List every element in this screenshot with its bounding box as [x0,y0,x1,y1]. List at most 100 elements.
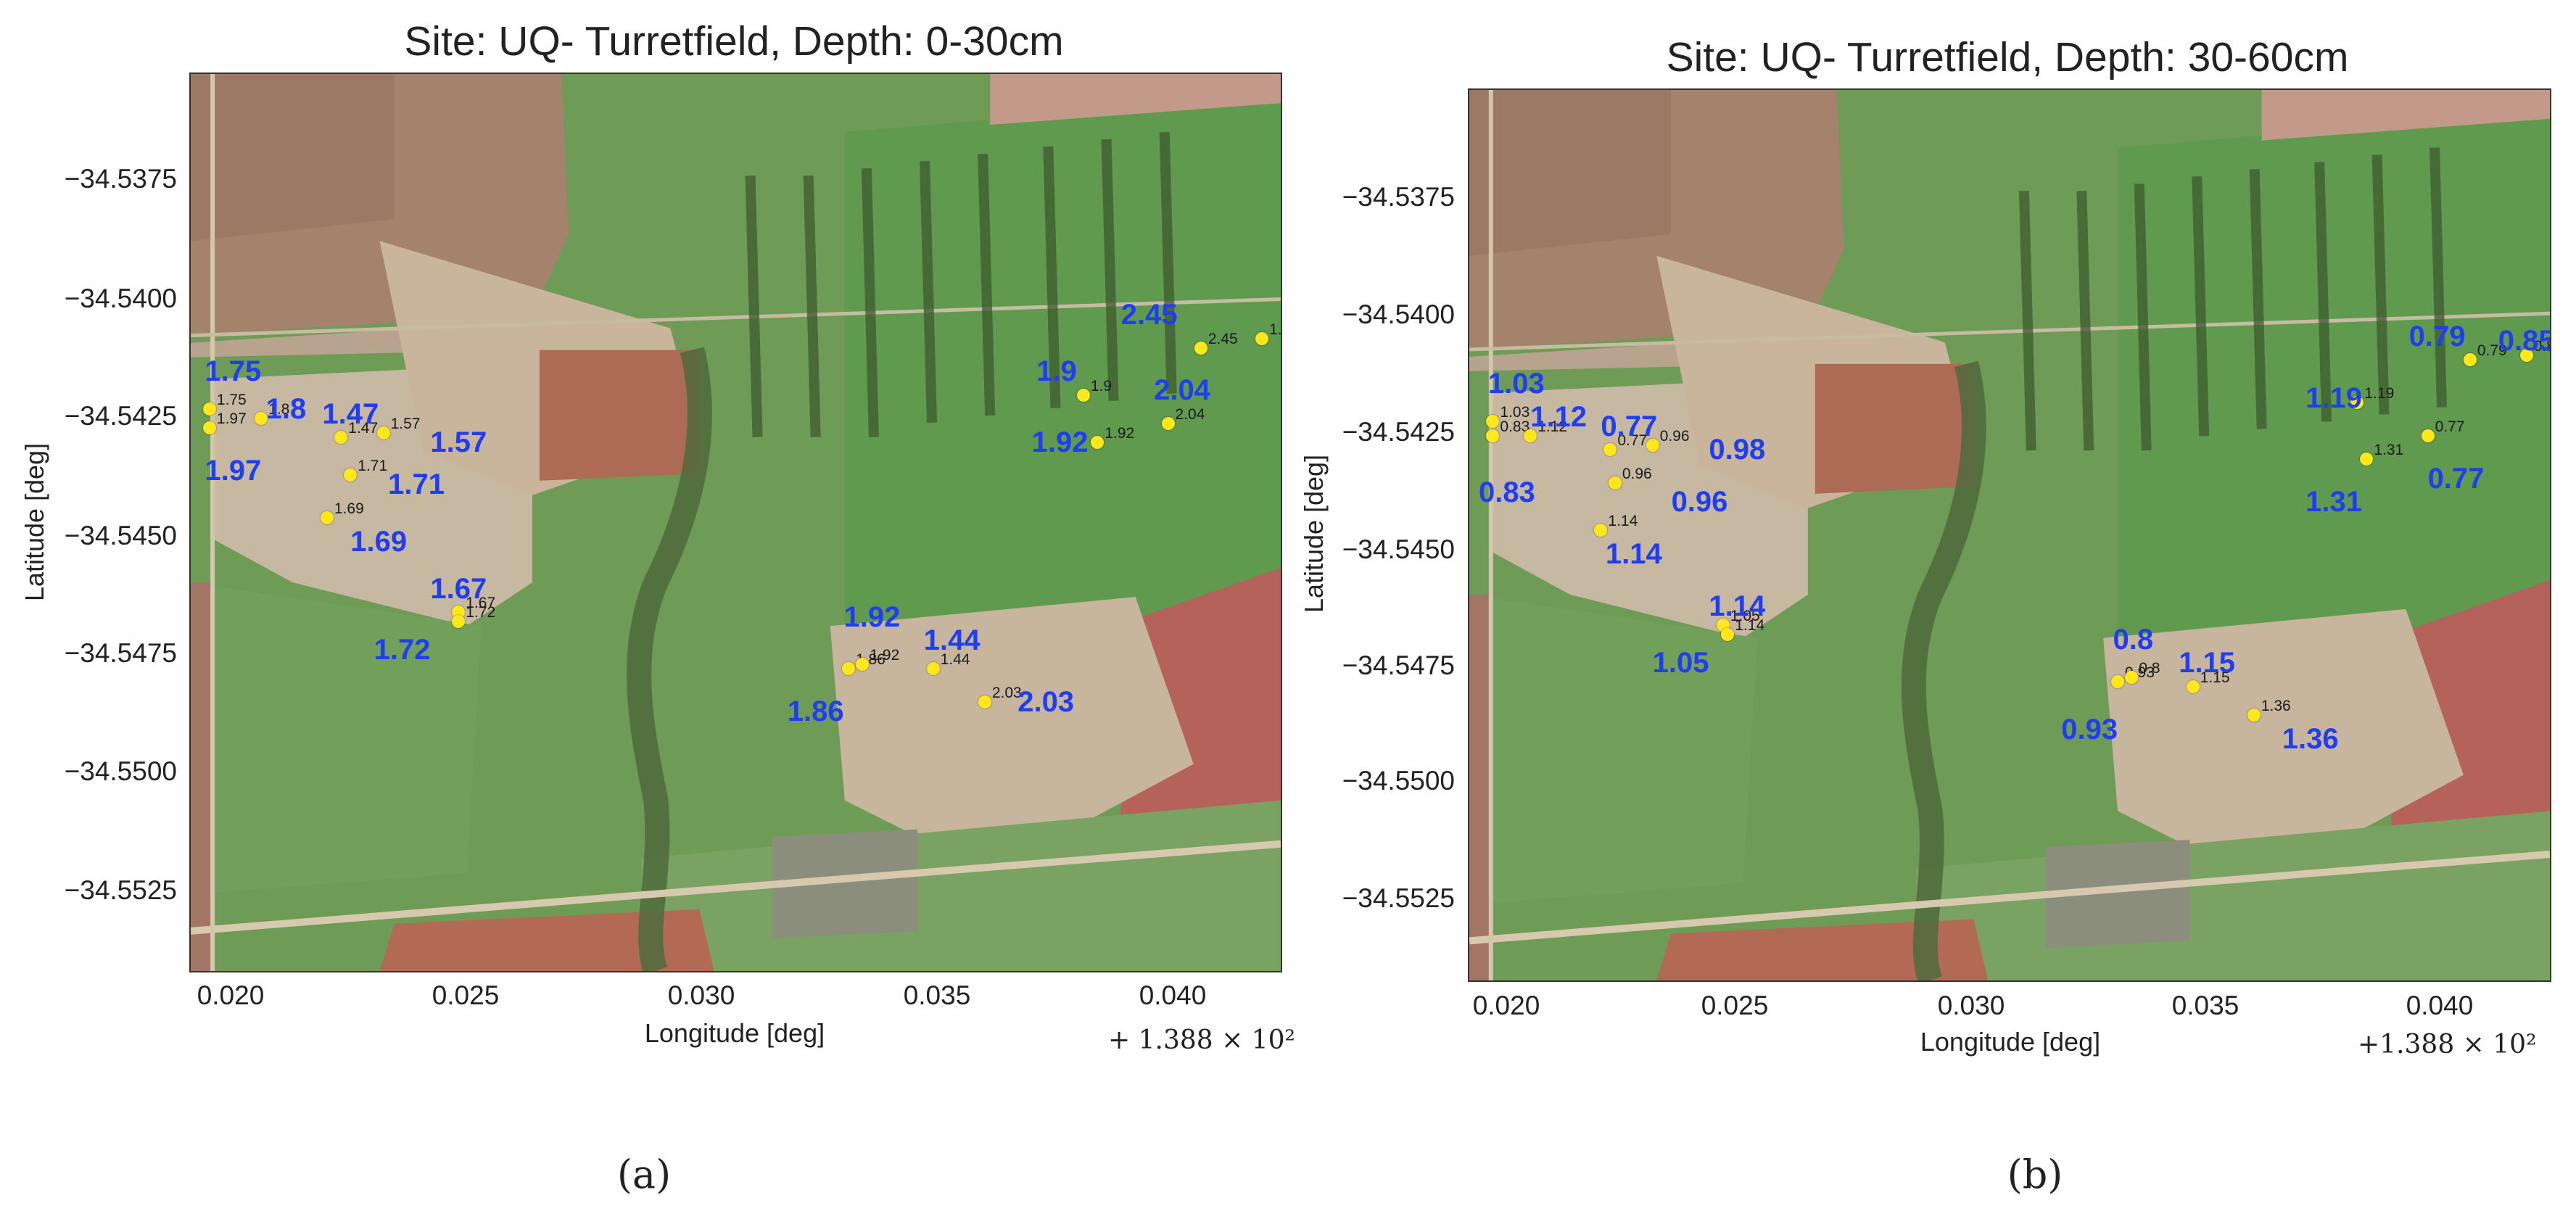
sample-point-value: 1.9 [1269,321,1282,338]
sample-point-value: 0.96 [1622,466,1652,483]
sample-point-value: 1.69 [334,500,364,517]
y-tick-label: −34.5375 [64,164,177,194]
panel-b: Site: UQ- Turretfield, Depth: 30-60cm [1288,0,2576,1227]
x-tick-label: 0.025 [1701,991,1769,1020]
sample-point-value: 0.96 [1659,427,1690,445]
sample-point-value: 1.57 [390,415,421,432]
x-axis-label: Longitude [deg] [1920,1027,2101,1057]
bulk-density-label: 0.77 [1601,410,1658,442]
x-tick-label: 0.035 [903,980,971,1010]
sample-point-marker [320,511,334,524]
sample-point-marker [1603,443,1617,457]
bulk-density-label: 2.04 [1154,374,1210,407]
y-tick-label: −34.5450 [64,521,177,550]
sample-point-value: 1.14 [1735,617,1765,635]
bulk-density-label: 0.85 [2498,325,2551,358]
sample-point-value: 1.31 [2374,442,2404,459]
y-tick-label: −34.5375 [1342,182,1455,212]
sample-point-marker [2186,680,2200,694]
sample-point-marker [1486,415,1500,429]
bulk-density-label: 1.05 [1652,647,1709,679]
sample-point-value: 1.71 [358,458,388,475]
panel-title: Site: UQ- Turretfield, Depth: 30-60cm [1666,34,2349,80]
sample-point-marker [1608,476,1622,490]
bulk-density-label: 1.14 [1605,538,1662,571]
sample-point-marker [1594,524,1608,537]
bulk-density-label: 0.83 [1478,476,1535,509]
bulk-density-label: 1.75 [205,355,262,388]
bulk-density-label: 1.86 [787,695,844,727]
bulk-density-label: 1.31 [2305,486,2362,519]
sample-point-value: 1.92 [1105,424,1135,442]
sample-point-marker [1161,416,1175,430]
sample-point-marker [1194,341,1208,355]
x-tick-label: 0.035 [2171,991,2239,1020]
satellite-image [1469,90,2550,980]
bulk-density-label: 0.79 [2408,320,2466,352]
sample-point-value: 1.14 [1608,513,1638,530]
bulk-density-label: 1.12 [1530,400,1588,433]
sample-point-value: 2.45 [1208,330,1238,347]
panel-caption: (a) [616,1152,672,1197]
bulk-density-label: 1.44 [923,624,981,657]
bulk-density-label: 1.47 [322,397,379,430]
bulk-density-label: 1.72 [373,634,431,666]
sample-point-value: 2.04 [1175,405,1205,423]
sample-point-marker [841,662,855,676]
sample-point-marker [1646,438,1659,452]
sample-point-value: 1.72 [466,604,496,621]
sample-point-value: 1.05 [1730,608,1760,625]
y-tick-label: −34.5475 [1342,650,1455,680]
sample-point-marker [2463,353,2477,367]
bulk-density-label: 2.03 [1017,685,1075,718]
bulk-density-label: 1.57 [430,426,487,458]
y-tick-label: −34.5400 [64,284,177,313]
sample-point-marker [2111,675,2124,689]
x-tick-label: 0.020 [1472,991,1540,1020]
panel-a: Site: UQ- Turretfield, Depth: 0-30cm [20,18,1295,1197]
satellite-map: 1.75 1.97 1.8 1.47 1.71 1.57 1.69 1.67 1.72 1.86 1… [189,73,1282,972]
y-tick-label: −34.5425 [64,401,177,431]
satellite-map: 1.03 0.83 1.12 0.77 0.96 0.96 1.14 1.05 1.14 0.93… [1468,88,2551,982]
bulk-density-label: 1.36 [2282,722,2339,755]
sample-point-value: 1.8 [268,401,290,418]
sample-point-value: 2.03 [991,684,1022,701]
panel-title: Site: UQ- Turretfield, Depth: 0-30cm [404,18,1064,65]
bulk-density-label: 1.14 [1709,590,1766,622]
bulk-density-label: 1.8 [265,393,307,426]
sample-point-marker [2247,708,2261,722]
sample-point-value: 0.83 [1500,418,1530,435]
x-axis-offset: + 1.388 × 10² [1108,1025,1295,1055]
bulk-density-label: 0.98 [1709,434,1766,466]
sample-point-value: 1.97 [216,410,247,428]
bulk-density-label: 0.8 [2113,623,2154,656]
sample-point-marker [255,412,268,426]
sample-point-marker [1255,331,1269,345]
bulk-density-label: 1.69 [350,525,408,558]
y-tick-label: −34.5425 [1342,417,1455,447]
bulk-density-label: 1.19 [2305,381,2362,414]
sample-point-marker [2519,348,2533,362]
sample-point-value: 0.77 [2435,418,2465,435]
sample-point-marker [452,615,466,629]
x-axis-offset: +1.388 × 10² [2358,1030,2537,1059]
bulk-density-label: 1.71 [388,468,445,501]
sample-point-marker [2125,670,2139,684]
x-axis-label: Longitude [deg] [644,1018,825,1048]
y-tick-label: −34.5525 [1342,883,1455,913]
sample-point-marker [1524,429,1537,442]
sample-point-marker [1076,388,1090,402]
y-tick-label: −34.5500 [64,756,177,786]
sample-point-value: 1.12 [1537,418,1568,435]
bulk-density-label: 1.92 [843,600,901,633]
sample-point-value: 1.92 [870,646,900,664]
sample-point-marker [202,402,216,416]
sample-point-marker [1721,628,1735,642]
sample-point-marker [926,662,940,676]
bulk-density-label: 0.93 [2061,713,2118,745]
y-axis-label: Latitude [deg] [20,442,49,602]
sample-point-value: 0.77 [1617,432,1648,450]
sample-point-value: 1.19 [2364,385,2395,402]
sample-point-marker [334,431,348,445]
sample-point-marker [978,695,991,708]
